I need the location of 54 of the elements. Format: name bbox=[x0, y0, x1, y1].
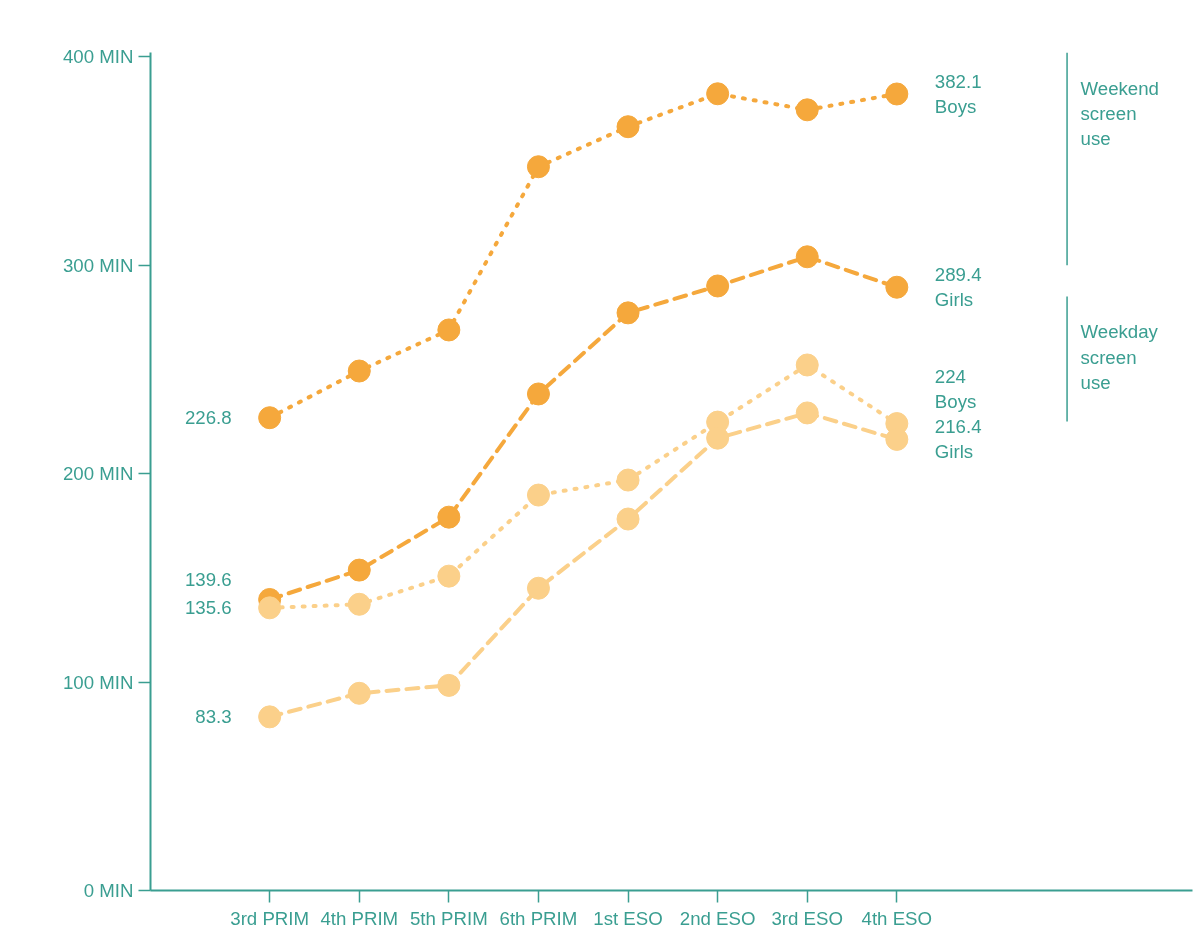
data-label: 139.6 bbox=[184, 569, 232, 591]
point bbox=[258, 406, 282, 430]
x-tick-label: 1st ESO bbox=[593, 907, 663, 929]
x-tick-label: 4th PRIM bbox=[320, 907, 399, 929]
point bbox=[526, 576, 550, 600]
data-label: 226.8 bbox=[184, 407, 232, 429]
point bbox=[437, 673, 461, 697]
y-tick-label: 400 MIN bbox=[62, 46, 134, 68]
point bbox=[885, 275, 909, 299]
y-tick-label: 0 MIN bbox=[83, 880, 134, 901]
data-label: 135.6 bbox=[184, 597, 232, 619]
point bbox=[347, 558, 371, 582]
point bbox=[795, 245, 819, 269]
point bbox=[258, 705, 282, 729]
point bbox=[616, 507, 640, 531]
point bbox=[706, 82, 730, 106]
text: Weekday screen use bbox=[1080, 321, 1159, 393]
x-tick-label: 3rd ESO bbox=[771, 907, 844, 929]
series-label: Girls bbox=[934, 441, 974, 463]
point bbox=[616, 301, 640, 325]
data-label: 216.4 bbox=[934, 416, 982, 438]
point bbox=[526, 483, 550, 507]
point bbox=[795, 353, 819, 377]
point bbox=[258, 596, 282, 620]
x-tick-label: 5th PRIM bbox=[409, 907, 488, 929]
point bbox=[616, 468, 640, 492]
point bbox=[795, 98, 819, 122]
point bbox=[437, 564, 461, 588]
data-label: 224 bbox=[934, 366, 966, 388]
x-tick-label: 2nd ESO bbox=[679, 907, 756, 929]
x-tick-label: 6th PRIM bbox=[499, 907, 578, 929]
point bbox=[347, 359, 371, 383]
y-tick-label: 100 MIN bbox=[62, 671, 134, 693]
point bbox=[347, 681, 371, 705]
point bbox=[706, 274, 730, 298]
data-label: 382.1 bbox=[934, 70, 982, 92]
series-label: Girls bbox=[934, 289, 974, 311]
point bbox=[526, 382, 550, 406]
point bbox=[437, 505, 461, 529]
series-label: Boys bbox=[934, 391, 977, 413]
y-tick-label: 200 MIN bbox=[62, 463, 134, 485]
y-tick-label: 300 MIN bbox=[62, 254, 134, 276]
data-label: 83.3 bbox=[195, 706, 232, 728]
x-tick-label: 4th ESO bbox=[861, 907, 933, 929]
text: Weekend screen use bbox=[1080, 77, 1159, 149]
point bbox=[347, 592, 371, 616]
point bbox=[616, 115, 640, 139]
point bbox=[526, 155, 550, 179]
point bbox=[795, 401, 819, 425]
series-label: Boys bbox=[934, 96, 977, 118]
data-label: 289.4 bbox=[934, 264, 982, 286]
point bbox=[437, 318, 461, 342]
x-tick-label: 3rd PRIM bbox=[230, 907, 310, 929]
point bbox=[885, 82, 909, 106]
